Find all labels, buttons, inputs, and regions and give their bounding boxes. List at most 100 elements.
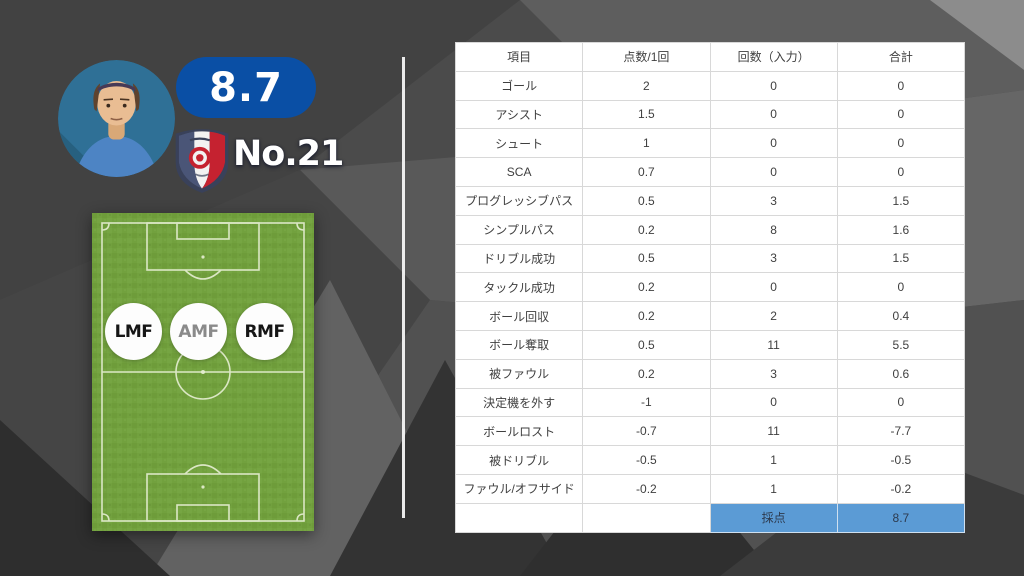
- stat-count-cell[interactable]: 11: [709, 329, 838, 360]
- stat-total-cell: 0.6: [836, 358, 966, 389]
- player-photo: [58, 60, 175, 177]
- stat-total-cell: -7.7: [836, 416, 966, 447]
- stat-item-cell: ボールロスト: [454, 416, 584, 447]
- stat-item-cell: ボール回収: [454, 301, 584, 331]
- stat-item-cell: アシスト: [454, 99, 584, 130]
- stat-count-cell[interactable]: 0: [709, 128, 838, 159]
- table-row: タックル成功 0.2 0 0: [454, 272, 966, 303]
- stat-total-cell: 0: [836, 387, 966, 418]
- pitch-graphic: [92, 213, 314, 531]
- table-row: SCA 0.7 0 0: [454, 157, 966, 187]
- table-row: ボールロスト -0.7 11 -7.7: [454, 416, 966, 447]
- stat-item-cell: ファウル/オフサイド: [454, 473, 584, 504]
- position-marker-lmf: LMF: [105, 303, 162, 360]
- position-marker-amf: AMF: [170, 303, 227, 360]
- stat-points-cell: 0.2: [582, 358, 711, 389]
- table-row: シュート 1 0 0: [454, 128, 966, 159]
- stat-total-cell: -0.2: [836, 473, 966, 504]
- stat-points-cell: 0.5: [582, 243, 711, 274]
- stat-total-cell: 1.6: [836, 214, 966, 245]
- header-item: 項目: [454, 42, 584, 72]
- stat-points-cell: -0.7: [582, 416, 711, 447]
- table-row: 被ファウル 0.2 3 0.6: [454, 358, 966, 389]
- stat-count-cell[interactable]: 3: [709, 358, 838, 389]
- stat-points-cell: -0.5: [582, 445, 711, 475]
- stat-points-cell: 0.7: [582, 157, 711, 187]
- stat-item-cell: ゴール: [454, 70, 584, 101]
- stat-item-cell: 決定機を外す: [454, 387, 584, 418]
- table-row: プログレッシブパス 0.5 3 1.5: [454, 185, 966, 216]
- stat-count-cell[interactable]: 0: [709, 157, 838, 187]
- stat-item-cell: 被ファウル: [454, 358, 584, 389]
- header-total: 合計: [836, 42, 966, 72]
- position-label-rmf: RMF: [244, 321, 285, 342]
- table-row: ボール回収 0.2 2 0.4: [454, 301, 966, 331]
- empty-cell: [582, 502, 711, 533]
- table-row: シンプルパス 0.2 8 1.6: [454, 214, 966, 245]
- stat-item-cell: シュート: [454, 128, 584, 159]
- stat-count-cell[interactable]: 8: [709, 214, 838, 245]
- table-row: ファウル/オフサイド -0.2 1 -0.2: [454, 473, 966, 504]
- table-row: 被ドリブル -0.5 1 -0.5: [454, 445, 966, 475]
- stat-count-cell[interactable]: 1: [709, 445, 838, 475]
- table-row: ゴール 2 0 0: [454, 70, 966, 101]
- stat-count-cell[interactable]: 0: [709, 99, 838, 130]
- stat-item-cell: プログレッシブパス: [454, 185, 584, 216]
- stat-count-cell[interactable]: 0: [709, 387, 838, 418]
- rating-badge: 8.7: [176, 57, 316, 118]
- stat-points-cell: 0.2: [582, 214, 711, 245]
- stat-points-cell: -1: [582, 387, 711, 418]
- table-row: ボール奪取 0.5 11 5.5: [454, 329, 966, 360]
- table-row: 決定機を外す -1 0 0: [454, 387, 966, 418]
- stat-total-cell: 0: [836, 70, 966, 101]
- stat-item-cell: 被ドリブル: [454, 445, 584, 475]
- stat-item-cell: SCA: [454, 157, 584, 187]
- table-header-row: 項目 点数/1回 回数（入力） 合計: [454, 42, 966, 72]
- table-row: ドリブル成功 0.5 3 1.5: [454, 243, 966, 274]
- stat-count-cell[interactable]: 2: [709, 301, 838, 331]
- header-points-per: 点数/1回: [582, 42, 711, 72]
- player-number: No.21: [233, 134, 344, 174]
- score-value-cell: 8.7: [836, 502, 966, 533]
- stat-points-cell: 0.2: [582, 301, 711, 331]
- position-label-lmf: LMF: [114, 321, 153, 342]
- stat-count-cell[interactable]: 1: [709, 473, 838, 504]
- stat-total-cell: 0.4: [836, 301, 966, 331]
- stat-total-cell: 5.5: [836, 329, 966, 360]
- stat-total-cell: 1.5: [836, 243, 966, 274]
- header-count-input: 回数（入力）: [709, 42, 838, 72]
- stats-table-panel: 項目 点数/1回 回数（入力） 合計 ゴール 2 0 0 アシスト 1.5 0 0 シュート 1 0…: [454, 42, 966, 533]
- stat-count-cell[interactable]: 11: [709, 416, 838, 447]
- stat-points-cell: 1: [582, 128, 711, 159]
- stat-total-cell: 0: [836, 272, 966, 303]
- club-crest-icon: [171, 126, 233, 194]
- stat-item-cell: ボール奪取: [454, 329, 584, 360]
- stat-item-cell: タックル成功: [454, 272, 584, 303]
- rating-value: 8.7: [209, 64, 283, 111]
- stat-item-cell: シンプルパス: [454, 214, 584, 245]
- stat-total-cell: 0: [836, 157, 966, 187]
- score-row: 採点 8.7: [454, 502, 966, 533]
- stat-points-cell: 0.5: [582, 329, 711, 360]
- stat-points-cell: 0.2: [582, 272, 711, 303]
- vertical-divider: [402, 57, 405, 518]
- stat-count-cell[interactable]: 3: [709, 243, 838, 274]
- stat-total-cell: 0: [836, 128, 966, 159]
- stat-points-cell: 1.5: [582, 99, 711, 130]
- stat-count-cell[interactable]: 3: [709, 185, 838, 216]
- position-marker-rmf: RMF: [236, 303, 293, 360]
- empty-cell: [454, 502, 584, 533]
- position-label-amf: AMF: [178, 321, 219, 342]
- stat-item-cell: ドリブル成功: [454, 243, 584, 274]
- stats-table: 項目 点数/1回 回数（入力） 合計 ゴール 2 0 0 アシスト 1.5 0 0 シュート 1 0…: [454, 42, 966, 533]
- stat-total-cell: -0.5: [836, 445, 966, 475]
- stat-count-cell[interactable]: 0: [709, 70, 838, 101]
- table-row: アシスト 1.5 0 0: [454, 99, 966, 130]
- stat-total-cell: 1.5: [836, 185, 966, 216]
- score-label-cell: 採点: [709, 502, 838, 533]
- stat-count-cell[interactable]: 0: [709, 272, 838, 303]
- stat-points-cell: 2: [582, 70, 711, 101]
- stat-total-cell: 0: [836, 99, 966, 130]
- stat-points-cell: 0.5: [582, 185, 711, 216]
- stat-points-cell: -0.2: [582, 473, 711, 504]
